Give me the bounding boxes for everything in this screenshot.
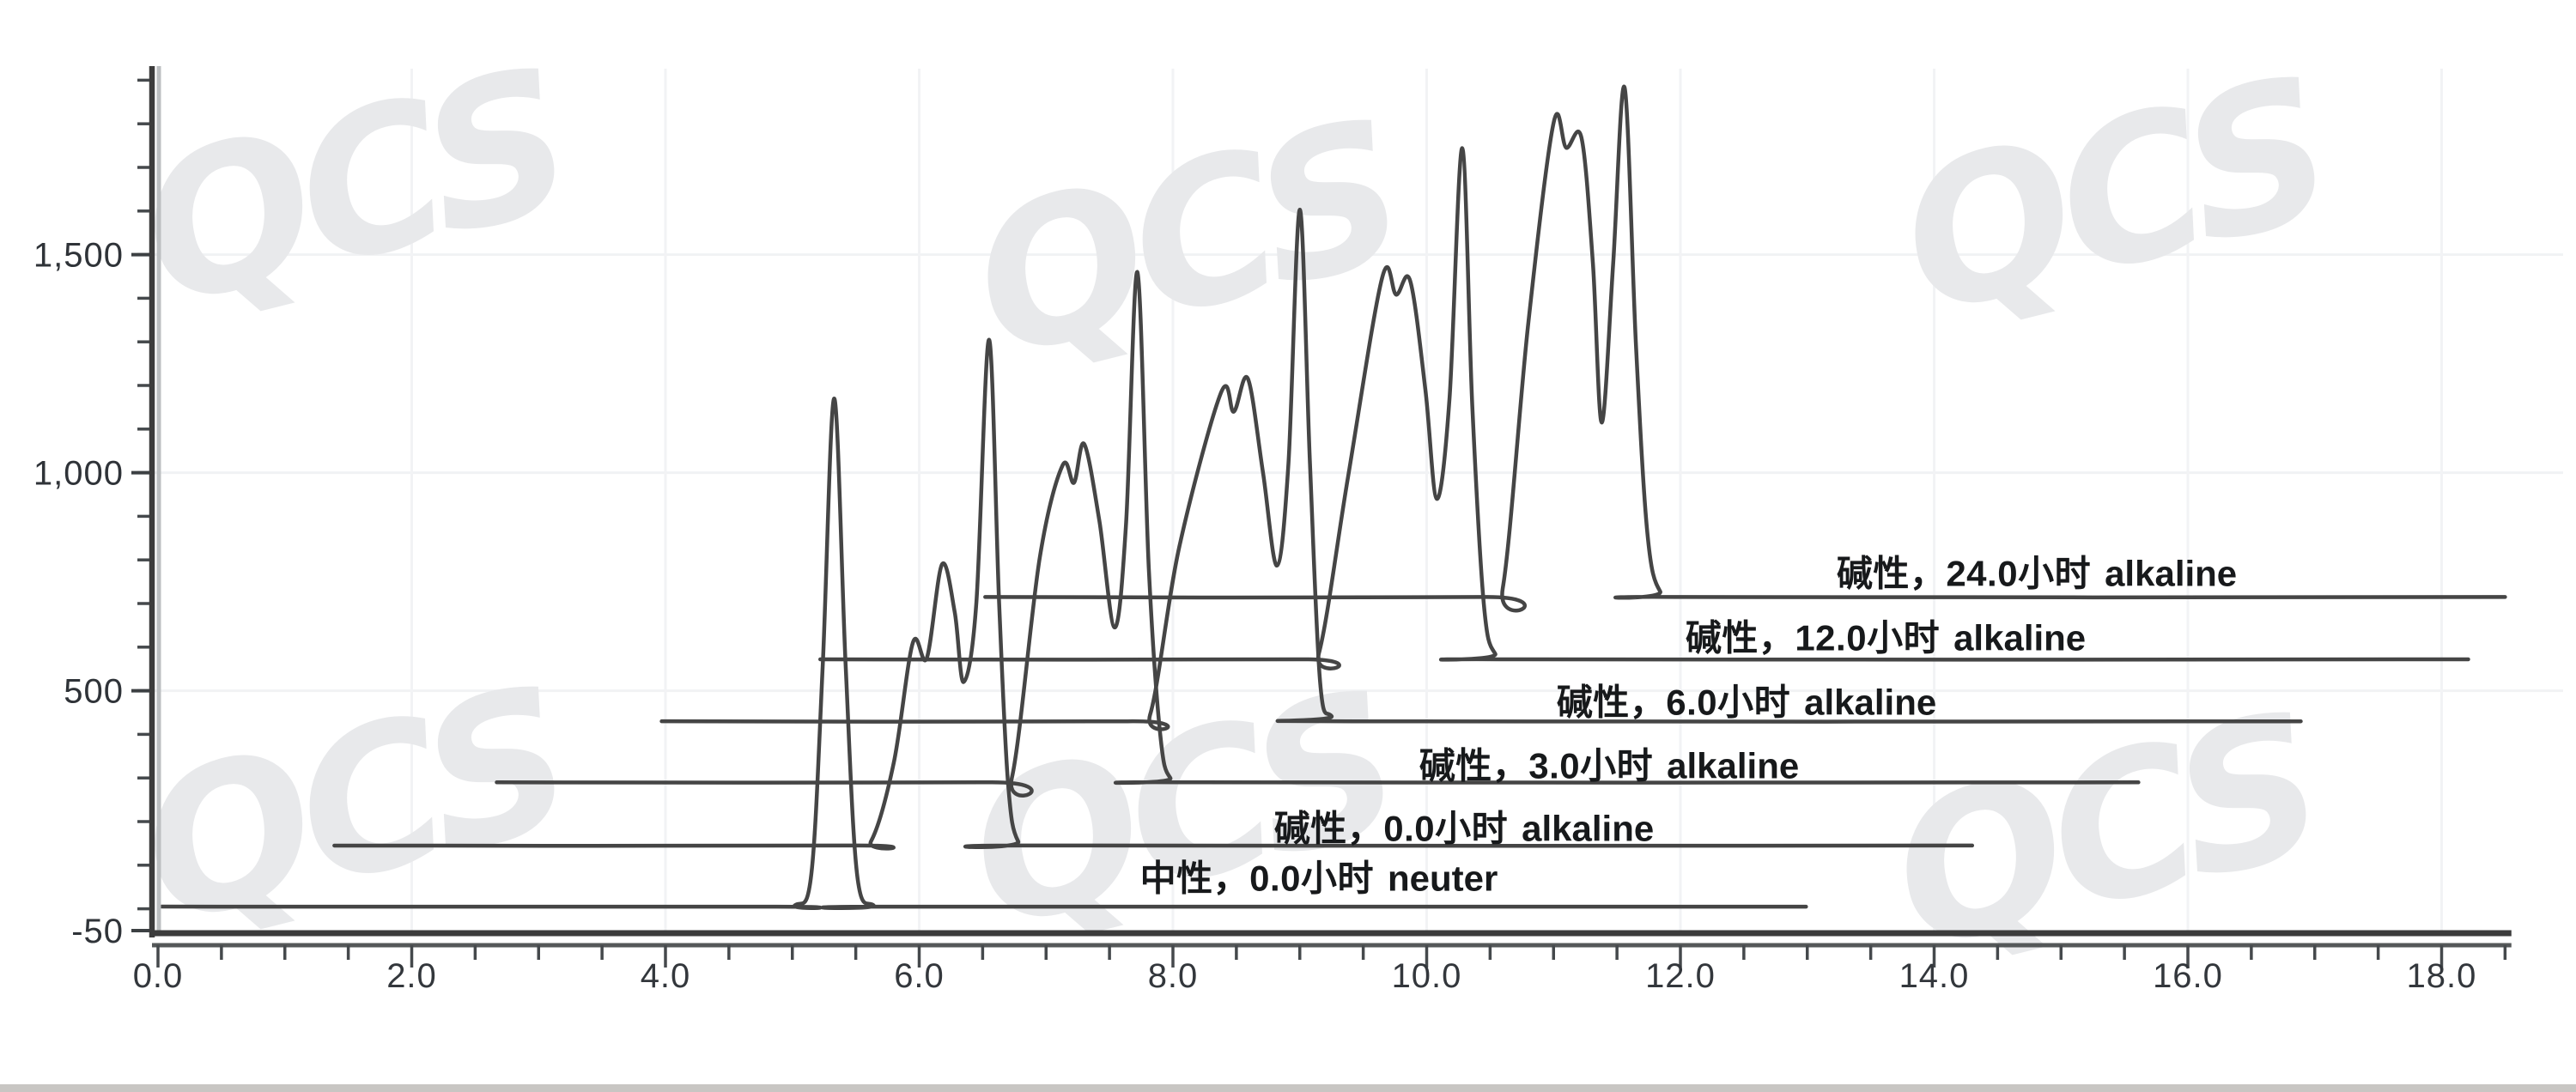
trace-alkaline-0h: [332, 337, 1975, 851]
trace-alkaline-3h: [495, 270, 2141, 798]
trace-label-neutral-0h: 中性，0.0小时 neuter: [1140, 850, 1498, 902]
trace-label-en: alkaline: [1804, 682, 1937, 723]
watermark-qcs: QCS: [120, 27, 586, 351]
bottom-edge-strip: [0, 1084, 2576, 1092]
gridlines-layer: [152, 69, 2563, 931]
x-tick-label: 2.0: [386, 957, 437, 995]
y-tick-label: 1,500: [33, 237, 124, 275]
x-tick-label: 14.0: [1899, 957, 1970, 995]
trace-alkaline-24h: [983, 84, 2507, 613]
x-tick-label: 16.0: [2153, 957, 2223, 995]
trace-label-zh: 碱性，0.0小时: [1273, 808, 1509, 849]
trace-alkaline-6h: [659, 208, 2303, 731]
trace-label-en: alkaline: [1953, 617, 2087, 658]
trace-label-zh: 中性，0.0小时: [1139, 858, 1375, 899]
axes-layer: [131, 66, 2512, 968]
y-tick-label: 1,000: [33, 455, 124, 493]
y-tick-label: -50: [71, 913, 124, 950]
traces-layer: [160, 84, 2507, 910]
x-tick-label: 6.0: [894, 957, 945, 995]
trace-neutral-0h: [160, 396, 1808, 910]
trace-label-alkaline-24h: 碱性，24.0小时 alkaline: [1837, 545, 2237, 598]
trace-label-en: neuter: [1388, 858, 1498, 899]
trace-label-en: alkaline: [1522, 808, 1655, 849]
watermark-qcs: QCS: [1880, 35, 2346, 360]
x-tick-label: 10.0: [1392, 957, 1462, 995]
watermark-qcs: QCS: [120, 645, 586, 969]
trace-label-alkaline-12h: 碱性，12.0小时 alkaline: [1686, 610, 2086, 662]
x-tick-label: 0.0: [133, 957, 184, 995]
x-tick-label: 18.0: [2407, 957, 2477, 995]
y-tick-label: 500: [64, 673, 124, 711]
trace-label-zh: 碱性，12.0小时: [1685, 617, 1941, 658]
trace-label-alkaline-6h: 碱性，6.0小时 alkaline: [1557, 674, 1937, 726]
trace-alkaline-12h: [818, 146, 2470, 670]
trace-label-zh: 碱性，24.0小时: [1836, 553, 2092, 594]
trace-label-zh: 碱性，3.0小时: [1419, 745, 1654, 786]
x-tick-label: 8.0: [1148, 957, 1199, 995]
trace-label-en: alkaline: [1667, 745, 1800, 786]
x-tick-label: 12.0: [1645, 957, 1716, 995]
trace-label-alkaline-0h: 碱性，0.0小时 alkaline: [1274, 800, 1655, 852]
watermark-qcs: QCS: [953, 78, 1419, 403]
x-tick-label: 4.0: [641, 957, 691, 995]
trace-label-en: alkaline: [2105, 553, 2238, 594]
tick-labels-layer: 1,500 1,000 500 -500.0 2.0 4.0 6.0 8.0 10.0 12.0 1…: [33, 237, 2477, 995]
trace-label-zh: 碱性，6.0小时: [1556, 682, 1791, 723]
trace-label-alkaline-3h: 碱性，3.0小时 alkaline: [1419, 737, 1800, 790]
